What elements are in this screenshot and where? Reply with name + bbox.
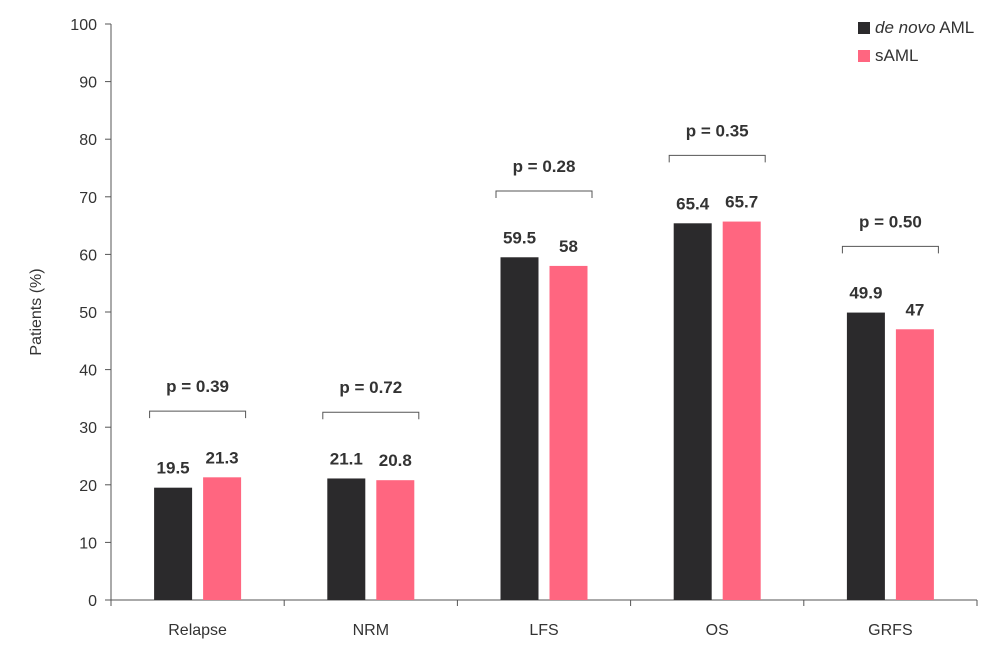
bar	[376, 480, 415, 600]
legend-swatch	[858, 22, 870, 34]
bar	[154, 487, 193, 600]
x-tick-label: NRM	[353, 622, 389, 639]
data-label: 65.4	[676, 194, 710, 213]
y-tick-label: 10	[79, 535, 97, 552]
y-tick-label: 80	[79, 132, 97, 149]
legend-label: sAML	[875, 46, 919, 65]
y-tick-label: 30	[79, 420, 97, 437]
y-tick-label: 70	[79, 190, 97, 207]
legend-label-italic: de novo	[875, 18, 936, 37]
data-label: 65.7	[725, 193, 758, 212]
significance-bracket	[841, 245, 939, 254]
p-value-label: p = 0.28	[513, 157, 576, 176]
data-label: 21.3	[206, 448, 239, 467]
data-label: 19.5	[157, 459, 190, 478]
y-axis-label: Patients (%)	[28, 268, 45, 355]
significance-bracket	[149, 410, 247, 419]
y-tick-label: 20	[79, 478, 97, 495]
bar	[203, 477, 242, 600]
bar	[327, 478, 366, 600]
p-value-label: p = 0.35	[686, 121, 749, 140]
p-value-label: p = 0.39	[166, 377, 229, 396]
bar	[500, 257, 539, 600]
significance-bracket	[322, 411, 420, 420]
bar	[673, 223, 712, 600]
bar	[895, 329, 934, 600]
bar	[722, 221, 761, 600]
data-label: 49.9	[849, 284, 882, 303]
legend: de novo AML sAML	[858, 14, 974, 70]
data-label: 20.8	[379, 451, 412, 470]
legend-swatch	[858, 50, 870, 62]
x-tick-label: GRFS	[868, 622, 912, 639]
x-tick-label: LFS	[529, 622, 558, 639]
legend-item-de-novo-aml: de novo AML	[858, 14, 974, 42]
legend-item-saml: sAML	[858, 42, 974, 70]
y-tick-label: 0	[88, 593, 97, 610]
y-tick-label: 100	[70, 17, 97, 34]
y-tick-label: 90	[79, 75, 97, 92]
data-label: 59.5	[503, 228, 536, 247]
data-label: 21.1	[330, 449, 363, 468]
data-label: 58	[559, 237, 578, 256]
bar	[549, 265, 588, 600]
bar	[846, 312, 885, 600]
y-tick-label: 60	[79, 247, 97, 264]
legend-label-rest: AML	[939, 18, 975, 37]
x-tick-label: OS	[706, 622, 729, 639]
legend-label: de novo AML	[875, 18, 974, 38]
p-value-label: p = 0.50	[859, 212, 922, 231]
x-tick-label: Relapse	[168, 622, 227, 639]
p-value-label: p = 0.72	[339, 378, 402, 397]
y-tick-label: 40	[79, 363, 97, 380]
data-label: 47	[905, 300, 924, 319]
significance-bracket	[668, 154, 766, 163]
y-tick-label: 50	[79, 305, 97, 322]
significance-bracket	[495, 190, 593, 199]
